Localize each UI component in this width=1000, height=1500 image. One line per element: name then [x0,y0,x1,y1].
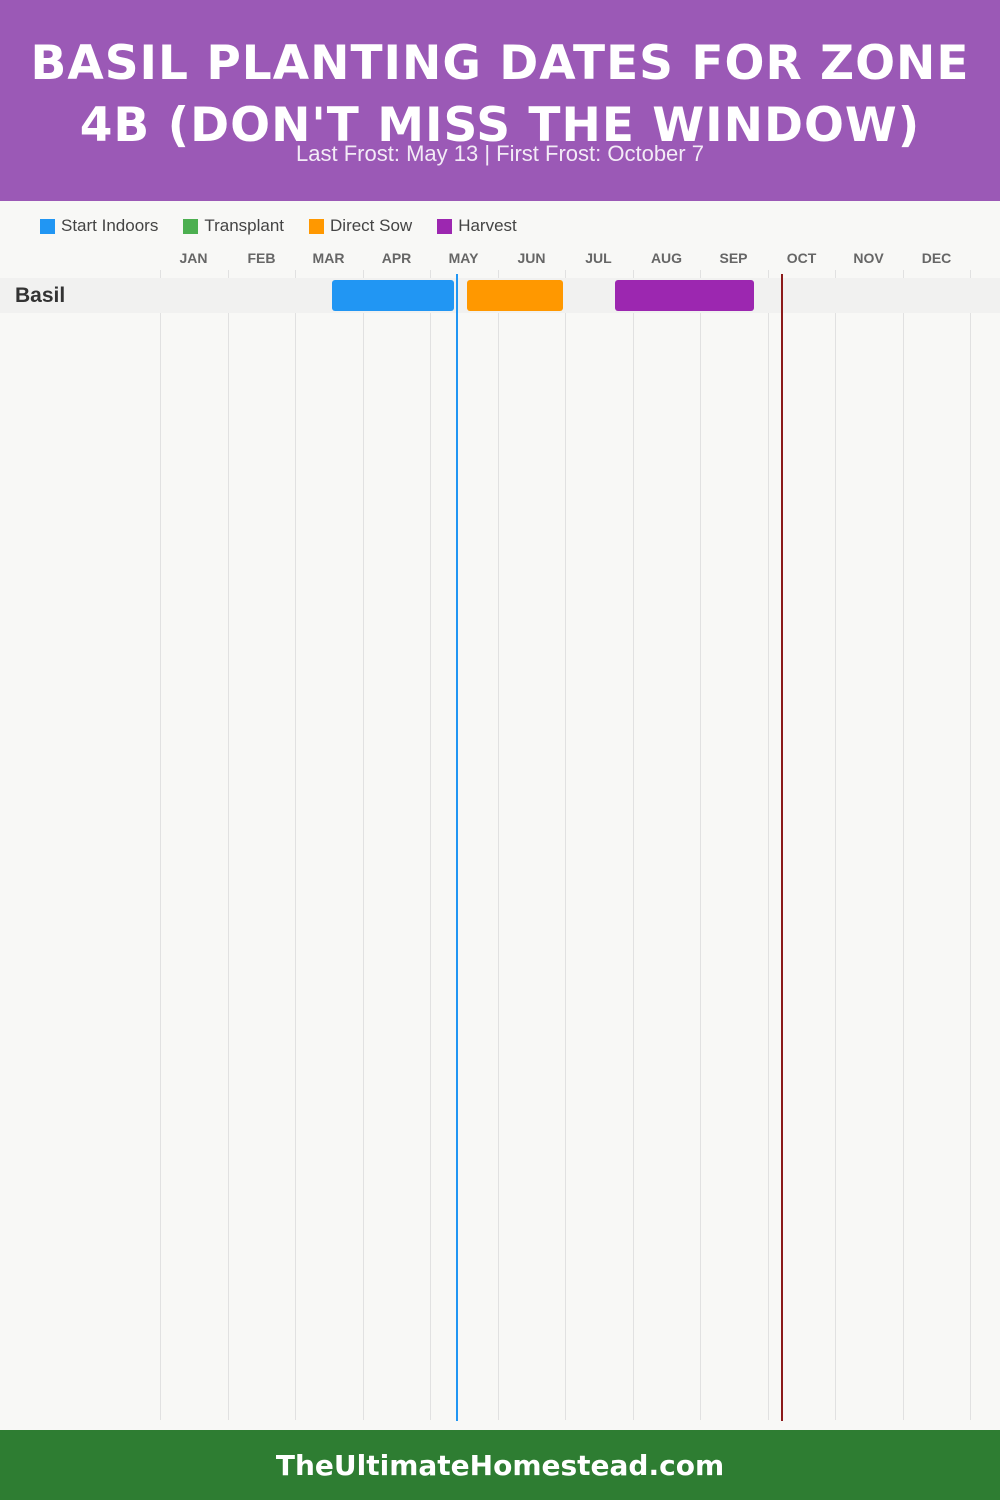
legend-swatch [309,218,325,234]
month-label: JUN [517,250,546,266]
month-label: MAY [448,250,479,266]
legend-item-harvest: Harvest [437,216,517,236]
month-label: SEP [719,250,748,266]
legend-label: Start Indoors [61,216,159,235]
gridline [565,270,566,1420]
gridline [970,270,971,1420]
legend-label: Direct Sow [330,216,413,235]
gridline [430,270,431,1420]
site-url[interactable]: TheUltimateHomestead.com [275,1448,725,1482]
legend-swatch [183,218,199,234]
frost-dates-subtitle: Last Frost: May 13 | First Frost: Octobe… [296,141,704,166]
gridline [768,270,769,1420]
gridline [228,270,229,1420]
gridline [363,270,364,1420]
month-label: APR [381,250,412,266]
month-label: JUL [585,250,612,266]
bar-direct-sow[interactable] [467,280,563,311]
legend-label: Transplant [204,216,285,235]
month-label: FEB [247,250,276,266]
footer-banner: TheUltimateHomestead.com [0,1430,1000,1500]
month-label: OCT [786,250,817,266]
bar-harvest[interactable] [615,280,754,311]
month-label: DEC [921,250,952,266]
month-label: NOV [853,250,884,266]
header-banner: BASIL PLANTING DATES FOR ZONE 4B (DON'T … [0,0,1000,201]
legend-swatch [40,218,55,234]
legend: Start Indoors Transplant Direct Sow Harv… [40,214,542,238]
legend-item-direct-sow: Direct Sow [309,216,412,236]
legend-swatch [437,218,453,234]
legend-item-transplant: Transplant [183,216,284,236]
first-frost-marker [781,274,783,1421]
gridline [498,270,499,1420]
month-label: AUG [650,250,683,266]
gridline [835,270,836,1420]
legend-item-start-indoors: Start Indoors [40,216,158,236]
gridline [160,270,161,1420]
plant-row-label: Basil [15,284,66,307]
month-label: JAN [179,250,208,266]
gridline [700,270,701,1420]
chart-title: BASIL PLANTING DATES FOR ZONE 4B (DON'T … [30,36,970,153]
gridline [295,270,296,1420]
bar-start-indoors[interactable] [332,280,454,311]
last-frost-marker [456,274,458,1421]
gridline [633,270,634,1420]
month-label: MAR [312,250,345,266]
gridline [903,270,904,1420]
legend-label: Harvest [458,216,517,235]
